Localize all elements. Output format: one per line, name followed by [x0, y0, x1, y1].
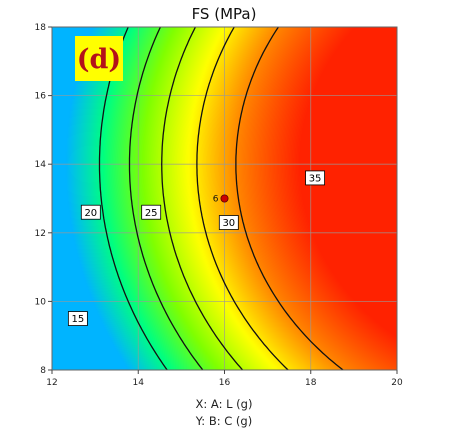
contour-label-box-20	[80, 204, 101, 220]
contour-label-box-15	[67, 311, 88, 326]
y-axis-label: Y: B: C (g)	[195, 414, 252, 428]
y-tick-label: 12	[35, 229, 46, 239]
x-tick-label: 16	[219, 378, 231, 388]
contour-line-25	[161, 27, 244, 370]
panel-label: (d)	[77, 44, 121, 75]
contour-label-box-30	[218, 215, 239, 230]
chart-title: FS (MPa)	[192, 5, 257, 23]
contour-label-box-25	[141, 204, 162, 220]
y-tick-label: 8	[40, 366, 46, 376]
y-axis-ticks: 8 10 12 14 16 18	[35, 23, 52, 376]
contour-line-30	[196, 27, 289, 370]
contour-label-15: 15	[72, 314, 85, 325]
design-point-label: 6	[213, 195, 219, 205]
contour-label-box-35	[305, 170, 325, 186]
contour-line-15	[98, 27, 168, 370]
x-tick-label: 12	[46, 378, 57, 388]
contour-label-25: 25	[145, 208, 158, 219]
contour-line-20	[128, 27, 204, 370]
panel-label-background	[75, 36, 123, 81]
contour-label-20: 20	[84, 208, 97, 219]
x-tick-label: 14	[133, 378, 145, 388]
design-point-group: 6	[213, 194, 229, 205]
contour-lines	[98, 27, 344, 370]
y-tick-label: 14	[35, 160, 47, 170]
contour-labels: 15 20 25 30 35	[67, 170, 325, 326]
contour-line-35	[235, 27, 344, 370]
design-point	[220, 194, 229, 203]
x-tick-label: 18	[305, 378, 317, 388]
y-tick-label: 18	[35, 23, 47, 33]
y-tick-label: 10	[35, 297, 47, 307]
x-tick-label: 20	[391, 378, 403, 388]
y-tick-label: 16	[35, 92, 47, 102]
plot-area	[52, 27, 397, 370]
contour-label-30: 30	[222, 218, 235, 229]
x-axis-label: X: A: L (g)	[196, 397, 253, 411]
x-axis-ticks: 12 14 16 18 20	[46, 370, 403, 388]
contour-label-35: 35	[309, 174, 322, 185]
